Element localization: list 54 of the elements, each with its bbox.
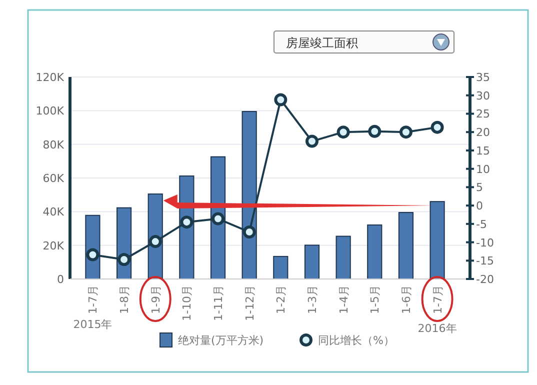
x-tick-label: 1-6月 xyxy=(400,285,413,314)
point xyxy=(430,120,444,134)
bar xyxy=(304,244,320,280)
y-tick-label: 100K xyxy=(36,104,65,118)
y-tick-label: 80K xyxy=(42,138,65,152)
bar xyxy=(430,201,445,280)
x-tick-label: 1-11月 xyxy=(212,285,226,321)
y2-tick-label: 5 xyxy=(476,181,483,194)
point xyxy=(180,216,194,229)
y2-tick-label: -10 xyxy=(476,236,494,250)
y-tick-label: 40K xyxy=(42,206,65,219)
point xyxy=(274,93,288,106)
x-tick-label: 1-2月 xyxy=(274,285,288,314)
y2-tick-label: -20 xyxy=(476,273,494,286)
y2-tick-label: 0 xyxy=(476,200,483,213)
x-tick-label: 1-9月 xyxy=(149,285,162,314)
legend-label: 同比增长（%） xyxy=(318,334,394,347)
point xyxy=(242,225,256,238)
x-tick-label: 1-12月 xyxy=(243,285,256,321)
y2-tick-label: 15 xyxy=(476,144,490,158)
y2-tick-label: 25 xyxy=(476,108,490,121)
legend-label: 绝对量(万平方米) xyxy=(178,334,264,347)
point xyxy=(212,212,225,226)
text: 2016年 xyxy=(418,322,457,335)
x-tick-label: 1-7月 xyxy=(431,285,444,314)
point xyxy=(399,126,412,139)
bar xyxy=(367,224,382,280)
point xyxy=(305,134,318,148)
bar xyxy=(336,236,351,280)
y2-tick-label: -5 xyxy=(476,218,487,231)
y2-tick-label: 35 xyxy=(476,71,490,84)
x-tick-label: 1-10月 xyxy=(180,285,194,321)
point xyxy=(336,126,350,139)
point xyxy=(368,124,382,138)
x-tick-label: 1-8月 xyxy=(118,285,132,314)
point xyxy=(148,235,162,248)
y2-tick-label: 20 xyxy=(476,126,490,140)
x-tick-label: 1-4月 xyxy=(337,285,350,314)
y-tick-label: 0 xyxy=(57,273,64,286)
point xyxy=(86,248,100,262)
bar xyxy=(398,212,414,280)
y2-tick-label: 30 xyxy=(476,89,490,102)
text: 房屋竣工面积 xyxy=(286,36,358,50)
y-tick-label: 120K xyxy=(36,71,65,84)
x-tick-label: 1-3月 xyxy=(306,285,319,314)
x-tick-label: 1-7月 xyxy=(86,285,100,314)
y-tick-label: 60K xyxy=(42,172,65,185)
x-tick-label: 1-5月 xyxy=(368,285,382,314)
y2-tick-label: 10 xyxy=(476,162,490,176)
y2-tick-label: -15 xyxy=(476,254,494,268)
bar xyxy=(273,256,288,280)
y-tick-label: 20K xyxy=(42,239,65,252)
text: 2015年 xyxy=(73,318,112,331)
point xyxy=(118,253,131,266)
